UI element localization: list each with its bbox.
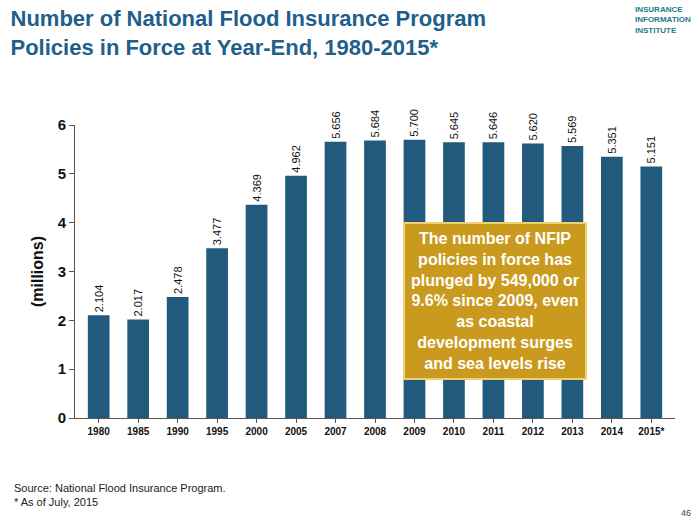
svg-text:2: 2 [58,312,66,329]
svg-text:2011: 2011 [483,426,505,437]
svg-text:2.478: 2.478 [172,266,184,294]
svg-text:2005: 2005 [285,426,308,437]
svg-text:5.569: 5.569 [566,116,578,144]
svg-text:INSURANCEINFORMATIONINSTITUTE: INSURANCEINFORMATIONINSTITUTE [635,5,691,35]
svg-text:3: 3 [58,263,66,280]
svg-text:1995: 1995 [206,426,229,437]
svg-text:5.684: 5.684 [369,110,381,138]
svg-text:1: 1 [58,360,66,377]
svg-text:0: 0 [58,409,66,426]
svg-text:5: 5 [58,165,66,182]
svg-text:5.620: 5.620 [527,113,539,141]
svg-text:6: 6 [58,116,66,133]
svg-text:4.369: 4.369 [251,174,263,202]
svg-text:2015*: 2015* [638,426,664,437]
svg-text:5.151: 5.151 [645,136,657,164]
svg-text:The number of NFIPpolicies in: The number of NFIPpolicies in force hasp… [411,230,579,372]
svg-text:2000: 2000 [245,426,268,437]
svg-text:2014: 2014 [601,426,624,437]
svg-text:3.477: 3.477 [211,218,223,246]
svg-text:5.645: 5.645 [448,112,460,140]
svg-text:5.646: 5.646 [487,112,499,140]
svg-text:2010: 2010 [443,426,466,437]
svg-text:4: 4 [58,214,67,231]
svg-text:Source: National Flood Insuran: Source: National Flood Insurance Program… [14,482,226,508]
svg-text:46: 46 [681,508,691,518]
svg-text:2008: 2008 [364,426,387,437]
svg-text:5.700: 5.700 [408,109,420,137]
svg-text:2007: 2007 [324,426,347,437]
svg-text:2013: 2013 [561,426,584,437]
svg-text:5.351: 5.351 [606,126,618,154]
svg-text:5.656: 5.656 [330,111,342,139]
svg-text:2009: 2009 [403,426,426,437]
svg-text:Number of National Flood Insur: Number of National Flood Insurance Progr… [11,6,487,60]
svg-text:4.962: 4.962 [290,145,302,173]
svg-text:2012: 2012 [522,426,545,437]
svg-text:1990: 1990 [167,426,190,437]
svg-text:2.017: 2.017 [132,289,144,317]
svg-text:2.104: 2.104 [93,285,105,313]
svg-text:1985: 1985 [127,426,150,437]
svg-text:1980: 1980 [88,426,111,437]
svg-text:(millions): (millions) [29,236,46,307]
